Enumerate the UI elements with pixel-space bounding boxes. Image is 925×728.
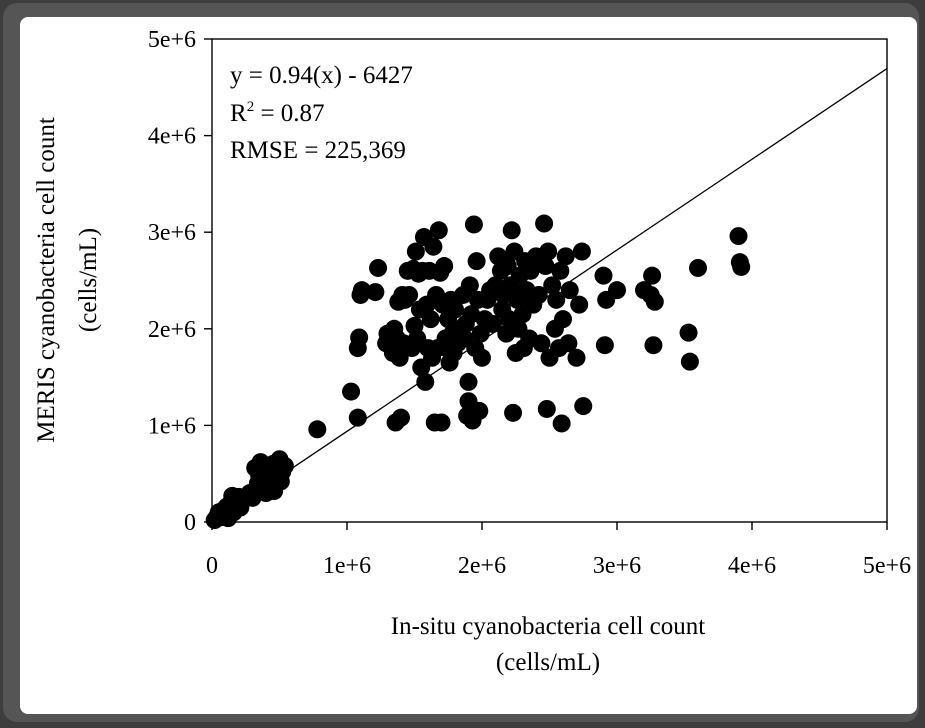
data-point <box>680 352 699 371</box>
x-tick-label: 2e+6 <box>458 553 506 579</box>
data-point <box>536 257 555 276</box>
data-point <box>470 401 489 420</box>
data-point <box>498 257 517 276</box>
data-point <box>608 281 626 300</box>
data-point <box>552 414 571 433</box>
data-point <box>595 336 614 355</box>
data-point <box>462 305 481 324</box>
data-point <box>537 399 556 418</box>
data-point <box>435 257 454 276</box>
data-point <box>732 257 751 276</box>
regression-line <box>211 68 888 523</box>
rmse-annotation: RMSE = 225,369 <box>230 137 406 164</box>
data-point <box>521 261 540 280</box>
y-axis-label: MERIS cyanobacteria cell count <box>33 117 60 443</box>
data-point <box>574 397 593 416</box>
data-point <box>308 420 327 439</box>
r-squared-annotation: R2 = 0.87 <box>230 99 325 127</box>
x-tick-label: 4e+6 <box>728 553 776 579</box>
data-point <box>547 290 566 309</box>
data-point <box>406 242 425 261</box>
y-tick-label: 4e+6 <box>148 124 196 150</box>
data-point <box>342 382 361 401</box>
x-axis-label-units: (cells/mL) <box>496 649 600 676</box>
chart-panel <box>20 17 917 714</box>
data-point <box>645 292 664 311</box>
data-point <box>502 221 521 240</box>
data-point <box>535 214 554 233</box>
x-axis-ticks: 0 1e+6 2e+6 3e+6 4e+6 5e+6 <box>206 522 911 579</box>
data-point <box>390 348 409 367</box>
data-point <box>467 252 486 271</box>
data-point <box>352 281 371 300</box>
x-tick-label: 1e+6 <box>323 553 371 579</box>
data-point <box>644 336 663 355</box>
x-tick-label: 0 <box>206 553 218 579</box>
data-point <box>532 334 551 353</box>
data-point <box>366 283 385 302</box>
data-point <box>369 258 388 277</box>
data-point <box>539 242 558 261</box>
y-tick-label: 5e+6 <box>148 27 196 53</box>
data-point <box>459 372 478 391</box>
r-squared-prefix: R <box>230 100 247 127</box>
data-point <box>504 403 523 422</box>
data-point <box>416 372 435 391</box>
data-point <box>350 328 369 347</box>
data-point <box>473 348 491 367</box>
y-tick-label: 0 <box>184 510 196 536</box>
data-point <box>483 314 502 333</box>
data-point <box>446 300 464 319</box>
data-point <box>572 242 591 261</box>
x-axis-label: In-situ cyanobacteria cell count <box>391 613 705 640</box>
r-squared-exponent: 2 <box>247 99 255 115</box>
data-point <box>348 408 367 427</box>
x-tick-label: 5e+6 <box>863 553 911 579</box>
data-point <box>464 215 483 234</box>
data-point <box>559 334 578 353</box>
equation-annotation: y = 0.94(x) - 6427 <box>230 62 413 89</box>
data-point <box>392 408 410 427</box>
data-points <box>205 214 751 530</box>
data-point <box>689 258 707 277</box>
data-point <box>594 266 613 285</box>
data-point <box>729 227 748 246</box>
y-tick-label: 1e+6 <box>148 413 196 439</box>
data-point <box>560 281 579 300</box>
data-point <box>432 413 451 432</box>
plot-area-border <box>211 38 888 523</box>
data-point <box>460 276 479 295</box>
data-point <box>570 295 589 314</box>
data-point <box>400 285 419 304</box>
data-point <box>567 348 586 367</box>
y-axis-label-units: (cells/mL) <box>75 228 102 332</box>
data-point <box>554 310 572 329</box>
data-point <box>421 310 440 329</box>
y-tick-label: 3e+6 <box>148 220 196 246</box>
data-point <box>424 237 443 256</box>
data-point <box>679 323 698 342</box>
r-squared-value: = 0.87 <box>254 100 324 127</box>
data-point <box>551 261 570 280</box>
data-point <box>643 266 662 285</box>
data-point <box>429 221 448 240</box>
y-tick-label: 2e+6 <box>148 317 196 343</box>
y-axis-ticks: 0 1e+6 2e+6 3e+6 4e+6 5e+6 <box>148 27 212 536</box>
x-tick-label: 3e+6 <box>593 553 641 579</box>
data-point <box>556 247 575 266</box>
